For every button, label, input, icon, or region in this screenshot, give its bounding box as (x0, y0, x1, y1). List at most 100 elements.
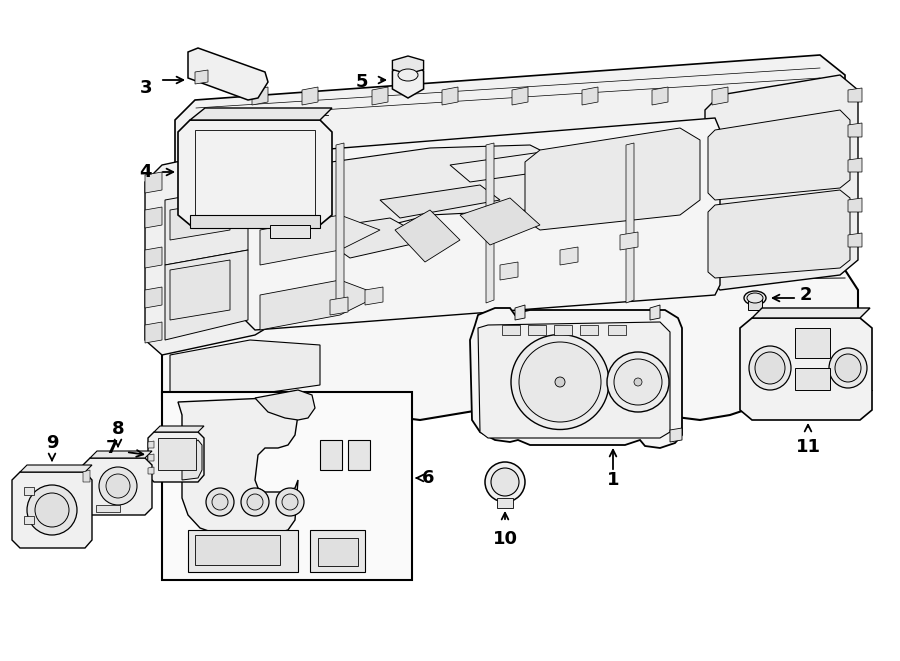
Polygon shape (148, 467, 154, 474)
Bar (528, 325, 546, 335)
Polygon shape (145, 322, 162, 343)
Polygon shape (848, 123, 862, 137)
Polygon shape (712, 87, 728, 105)
Polygon shape (145, 247, 162, 268)
Polygon shape (365, 287, 383, 305)
Polygon shape (190, 215, 320, 228)
Polygon shape (336, 143, 344, 303)
Bar (502, 325, 520, 335)
Polygon shape (708, 110, 850, 200)
Polygon shape (705, 75, 858, 290)
Polygon shape (650, 305, 660, 320)
Text: 11: 11 (796, 438, 821, 456)
Ellipse shape (555, 377, 565, 387)
Polygon shape (848, 198, 862, 212)
Polygon shape (175, 55, 845, 200)
Ellipse shape (744, 291, 766, 305)
Polygon shape (497, 498, 513, 508)
Text: 6: 6 (422, 469, 435, 487)
Polygon shape (178, 120, 332, 225)
Ellipse shape (634, 378, 642, 386)
Polygon shape (12, 472, 92, 548)
Ellipse shape (247, 494, 263, 510)
Polygon shape (83, 470, 90, 482)
Polygon shape (302, 87, 318, 105)
Ellipse shape (485, 462, 525, 502)
Polygon shape (515, 305, 525, 320)
Polygon shape (395, 210, 460, 262)
Ellipse shape (276, 488, 304, 516)
Polygon shape (748, 298, 762, 310)
Polygon shape (380, 185, 500, 218)
Ellipse shape (755, 352, 785, 384)
Ellipse shape (519, 342, 601, 422)
Ellipse shape (835, 354, 861, 382)
Ellipse shape (241, 488, 269, 516)
Ellipse shape (35, 493, 69, 527)
Polygon shape (154, 426, 204, 432)
Polygon shape (486, 143, 494, 303)
Polygon shape (182, 440, 202, 480)
Polygon shape (170, 340, 320, 410)
Polygon shape (582, 87, 598, 105)
Polygon shape (560, 247, 578, 265)
Ellipse shape (27, 485, 77, 535)
Text: 7: 7 (105, 439, 118, 457)
Text: 9: 9 (46, 434, 58, 452)
Text: 8: 8 (112, 420, 124, 438)
Text: 10: 10 (492, 530, 517, 548)
Polygon shape (188, 48, 268, 100)
Polygon shape (300, 145, 540, 245)
Polygon shape (252, 87, 268, 105)
Polygon shape (708, 190, 850, 278)
Bar (348, 440, 370, 470)
Text: 2: 2 (800, 286, 813, 304)
Ellipse shape (607, 352, 669, 412)
Ellipse shape (511, 334, 609, 430)
Ellipse shape (614, 359, 662, 405)
Polygon shape (178, 398, 298, 538)
Bar (162, 392, 412, 580)
Polygon shape (392, 56, 424, 74)
Polygon shape (310, 218, 430, 258)
Polygon shape (148, 454, 154, 461)
Polygon shape (165, 185, 248, 265)
Polygon shape (450, 148, 590, 182)
Bar (24, 516, 34, 524)
Polygon shape (330, 297, 348, 315)
Polygon shape (83, 458, 152, 515)
Polygon shape (188, 530, 298, 572)
Polygon shape (162, 245, 858, 425)
Polygon shape (145, 172, 162, 193)
Polygon shape (190, 108, 332, 120)
Polygon shape (90, 451, 152, 458)
Polygon shape (145, 287, 162, 308)
Polygon shape (848, 88, 862, 102)
Bar (795, 368, 830, 390)
Text: 3: 3 (140, 79, 152, 97)
Polygon shape (740, 318, 872, 420)
Ellipse shape (749, 346, 791, 390)
Ellipse shape (206, 488, 234, 516)
Polygon shape (145, 145, 280, 355)
Polygon shape (470, 308, 682, 448)
Polygon shape (165, 250, 248, 340)
Polygon shape (145, 207, 162, 228)
Bar (158, 438, 196, 470)
Polygon shape (500, 262, 518, 280)
Polygon shape (670, 428, 682, 442)
Ellipse shape (106, 474, 130, 498)
Text: 4: 4 (140, 163, 152, 181)
Text: 5: 5 (356, 73, 368, 91)
Polygon shape (148, 432, 204, 482)
Ellipse shape (99, 467, 137, 505)
Bar (795, 328, 830, 358)
Ellipse shape (282, 494, 298, 510)
Polygon shape (148, 441, 154, 448)
Ellipse shape (829, 348, 867, 388)
Ellipse shape (212, 494, 228, 510)
Polygon shape (620, 232, 638, 250)
Polygon shape (245, 118, 720, 330)
Polygon shape (372, 87, 388, 105)
Polygon shape (442, 87, 458, 105)
